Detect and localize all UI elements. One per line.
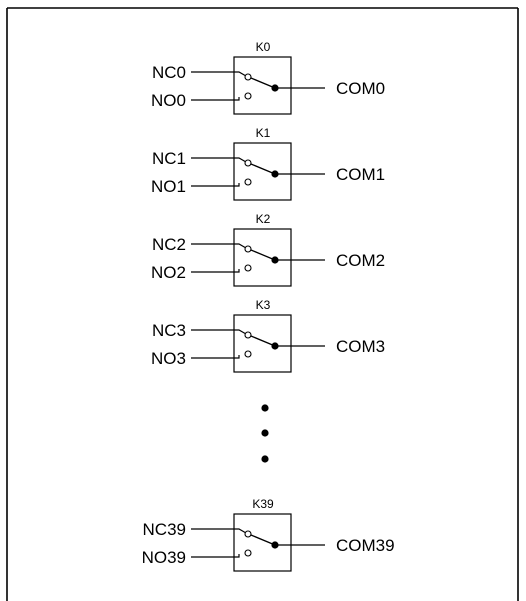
nc-wire [191, 157, 247, 163]
ellipsis-dot [261, 429, 269, 437]
com-contact [271, 84, 279, 92]
relay-label: K2 [256, 212, 271, 226]
relay-label: K1 [256, 126, 271, 140]
com-label: COM39 [336, 536, 395, 555]
nc-wire [191, 329, 247, 335]
nc-label: NC39 [143, 520, 186, 539]
nc-label: NC0 [152, 63, 186, 82]
continuation-ellipsis [261, 404, 269, 463]
switch-arm [250, 163, 276, 175]
com-contact [271, 256, 279, 264]
nc-contact [244, 331, 252, 339]
nc-wire [191, 528, 247, 534]
no-label: NO3 [151, 349, 186, 368]
ellipsis-dot [261, 455, 269, 463]
com-label: COM1 [336, 165, 385, 184]
nc-contact [244, 530, 252, 538]
ellipsis-dot [261, 404, 269, 412]
no-label: NO1 [151, 177, 186, 196]
no-contact [244, 350, 252, 358]
relay-box [233, 513, 292, 572]
relay-label: K3 [256, 298, 271, 312]
no-contact [244, 549, 252, 557]
no-label: NO0 [151, 91, 186, 110]
no-wire [191, 97, 240, 101]
relay-k0: K0 NC0 NO0 COM0 [151, 40, 385, 115]
nc-contact [244, 73, 252, 81]
relays: K0 NC0 NO0 COM0 K1 NC1 NO1 COM1 K2 NC2 NO2 COM2 K3 NC… [142, 40, 395, 572]
relay-box [233, 142, 292, 201]
com-contact [271, 170, 279, 178]
no-wire [191, 269, 240, 273]
switch-arm [250, 77, 276, 89]
nc-label: NC1 [152, 149, 186, 168]
com-label: COM3 [336, 337, 385, 356]
no-contact [244, 92, 252, 100]
nc-label: NC3 [152, 321, 186, 340]
switch-arm [250, 335, 276, 347]
relay-k39: K39 NC39 NO39 COM39 [142, 497, 395, 572]
no-label: NO2 [151, 263, 186, 282]
no-wire [191, 554, 240, 558]
relay-box [233, 314, 292, 373]
nc-contact [244, 245, 252, 253]
relay-label: K0 [256, 40, 271, 54]
relay-k1: K1 NC1 NO1 COM1 [151, 126, 385, 201]
no-contact [244, 264, 252, 272]
com-label: COM0 [336, 79, 385, 98]
com-label: COM2 [336, 251, 385, 270]
no-wire [191, 355, 240, 359]
relay-label: K39 [252, 497, 274, 511]
no-label: NO39 [142, 548, 186, 567]
switch-arm [250, 534, 276, 546]
relay-box [233, 56, 292, 115]
figure-frame [6, 7, 519, 601]
no-wire [191, 183, 240, 187]
switch-arm [250, 249, 276, 261]
nc-wire [191, 243, 247, 249]
relay-k2: K2 NC2 NO2 COM2 [151, 212, 385, 287]
nc-contact [244, 159, 252, 167]
nc-wire [191, 71, 247, 77]
no-contact [244, 178, 252, 186]
relay-k3: K3 NC3 NO3 COM3 [151, 298, 385, 373]
com-contact [271, 342, 279, 350]
nc-label: NC2 [152, 235, 186, 254]
relay-box [233, 228, 292, 287]
com-contact [271, 541, 279, 549]
